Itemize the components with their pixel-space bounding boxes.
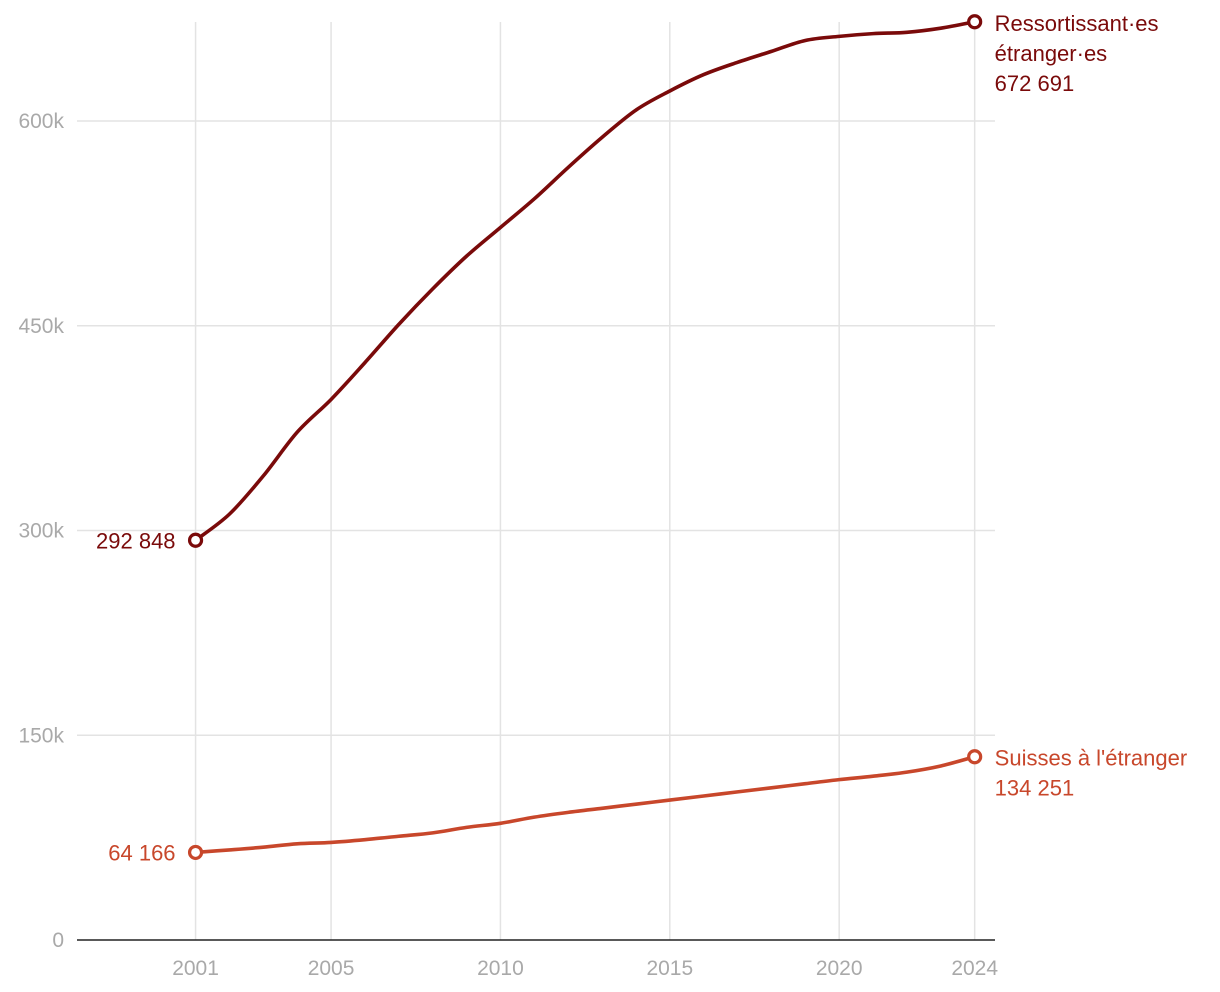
series-line — [193, 754, 977, 855]
series — [187, 14, 983, 861]
y-tick-label: 150k — [18, 724, 64, 747]
y-tick-label: 300k — [18, 520, 64, 543]
series-end-value: 672 691 — [995, 71, 1075, 96]
x-tick-label: 2015 — [646, 957, 693, 980]
series-name-label: Ressortissant·es — [995, 11, 1159, 36]
series-start-point — [187, 532, 204, 548]
series-start-value: 292 848 — [96, 528, 176, 553]
x-tick-label: 2005 — [308, 957, 355, 980]
axes: 2001 2005 2010 2015 2020 2024 0 150k 300k 450k 600… — [18, 110, 998, 980]
series-end-value: 134 251 — [995, 776, 1075, 801]
series-labels: 292 848 Ressortissant·es étranger·es 672 69… — [96, 11, 1187, 866]
series-end-point — [967, 749, 983, 765]
series-start-value: 64 166 — [108, 840, 175, 865]
y-tick-label: 0 — [52, 929, 64, 952]
y-tick-label: 600k — [18, 110, 64, 133]
x-tick-label: 2010 — [477, 957, 524, 980]
series-line — [193, 19, 977, 543]
series-end-point — [967, 14, 983, 30]
x-tick-label: 2001 — [172, 957, 219, 980]
series-start-point — [187, 844, 204, 861]
x-tick-label: 2024 — [951, 957, 998, 980]
series-name-label: Suisses à l'étranger — [995, 746, 1188, 771]
y-tick-label: 450k — [18, 315, 64, 338]
series-name-label: étranger·es — [995, 41, 1108, 66]
x-tick-label: 2020 — [816, 957, 863, 980]
grid — [77, 22, 995, 940]
